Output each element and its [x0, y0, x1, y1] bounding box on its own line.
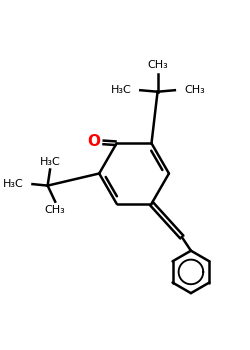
Text: H₃C: H₃C — [40, 156, 60, 167]
Text: H₃C: H₃C — [110, 85, 131, 95]
Text: H₃C: H₃C — [2, 179, 23, 189]
Text: O: O — [88, 134, 101, 149]
Text: CH₃: CH₃ — [147, 61, 168, 70]
Text: CH₃: CH₃ — [45, 205, 66, 215]
Text: CH₃: CH₃ — [184, 85, 205, 95]
